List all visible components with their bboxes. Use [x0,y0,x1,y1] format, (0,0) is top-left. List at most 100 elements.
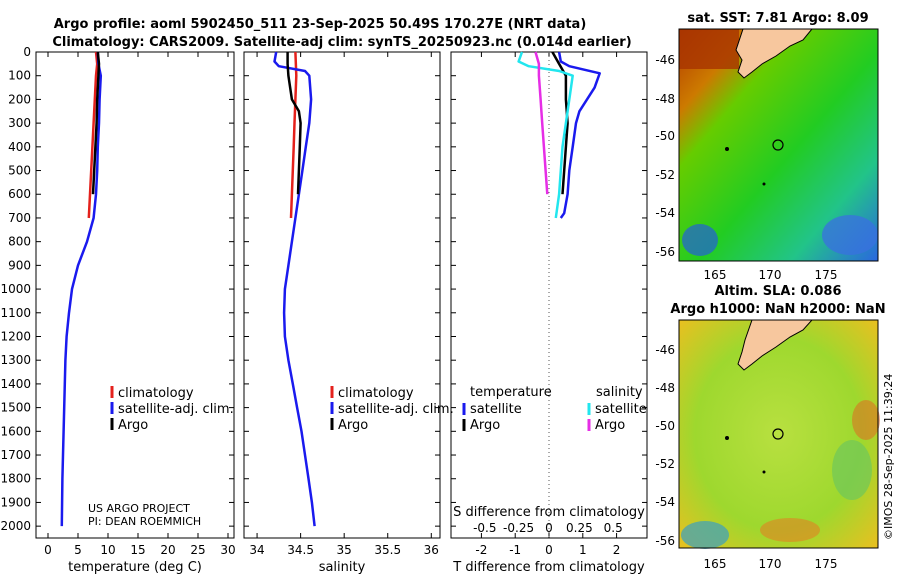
series-line-s-argo [534,51,549,195]
sla-ytick-46: -46 [655,343,675,357]
salinity-plot: 34 34.5 35 35.5 36 [244,51,440,557]
float-position-marker [772,428,784,440]
s-tick-label: -0.25 [503,521,534,535]
depth-tick-label: 1700 [0,448,31,462]
depth-tick-label: 1200 [0,329,31,343]
sst-map-ticks: 165 170 175 -46 -48 -50 -52 -54 -56 [655,53,837,282]
depth-tick-label: 500 [8,164,31,178]
sla-map [678,319,880,549]
legend-label-satellite: satellite-adj. clim. [338,402,454,417]
sst-warm-patch [679,29,739,69]
legend-label-t-satellite: satellite [470,402,522,417]
xtick-label: 0 [545,543,553,557]
temperature-legend: climatology satellite-adj. clim. Argo [110,386,234,433]
depth-tick-label: 400 [8,140,31,154]
sla-low-patch-sw [681,521,729,549]
xtick-label: 10 [100,543,115,557]
depth-tick-label: 2000 [0,519,31,533]
sst-ytick-46: -46 [655,53,675,67]
xtick-label: 2 [613,543,621,557]
sla-xtick-170: 170 [759,557,782,571]
legend-label-satellite: satellite-adj. clim. [118,402,234,417]
series-line-climatology [87,51,99,219]
island-auckland [725,147,729,151]
xtick-label: 36 [424,543,439,557]
salinity-legend: climatology satellite-adj. clim. Argo [330,386,454,433]
xtick-label: 30 [220,543,235,557]
credit-stamp: ©IMOS 28-Sep-2025 11:39:24 [882,374,895,540]
sst-map-title: sat. SST: 7.81 Argo: 8.09 [687,11,868,26]
land-south-island [735,28,814,79]
xtick-label: 5 [74,543,82,557]
title-line2: Climatology: CARS2009. Satellite-adj cli… [52,35,631,50]
island-auckland [725,436,729,440]
salinity-panel-frame [243,51,441,539]
sla-map-frame [678,319,879,549]
xtick-label: 0 [44,543,52,557]
depth-tick-label: 800 [8,235,31,249]
island-campbell [762,182,766,186]
series-line-satellite-adj-clim- [60,51,103,527]
sla-map-title-1: Altim. SLA: 0.086 [715,284,842,299]
sla-ytick-50: -50 [655,419,675,433]
sla-low-patch [832,440,872,500]
depth-tick-label: 100 [8,69,31,83]
xtick-label: 20 [160,543,175,557]
s-tick-label: 0.5 [604,521,623,535]
depth-tick-label: 1100 [0,306,31,320]
legend-label-t-argo: Argo [470,418,500,433]
s-tick-label: -0.5 [473,521,496,535]
land-south-island [737,319,814,371]
sla-high-patch [760,518,820,542]
sst-map [678,28,879,262]
depth-tick-label: 1400 [0,377,31,391]
salinity-xlabel: salinity [319,560,366,575]
xtick-label: 15 [130,543,145,557]
sla-ytick-48: -48 [655,381,675,395]
sst-ytick-48: -48 [655,92,675,106]
depth-tick-label: 600 [8,187,31,201]
sla-xtick-165: 165 [704,557,727,571]
xtick-label: 35.5 [374,543,401,557]
sla-map-title-2: Argo h1000: NaN h2000: NaN [670,302,885,317]
legend-title-temperature: temperature [470,385,552,400]
legend-label-argo: Argo [338,418,368,433]
temperature-panel-frame [35,51,235,539]
sla-ytick-52: -52 [655,457,675,471]
sst-xtick-165: 165 [704,268,727,282]
xtick-label: 1 [579,543,587,557]
xtick-label: 35 [337,543,352,557]
difference-legend: temperature salinity satellite Argo sate… [462,385,647,433]
legend-label-s-satellite: satellite [595,402,647,417]
xtick-label: -2 [475,543,487,557]
annotation-project: US ARGO PROJECT [88,502,190,515]
sla-high-patch-east [852,400,880,440]
xtick-label: 25 [190,543,205,557]
legend-label-climatology: climatology [118,386,194,401]
legend-label-argo: Argo [118,418,148,433]
depth-tick-label: 1600 [0,424,31,438]
sla-map-ticks: 165 170 175 -46 -48 -50 -52 -54 -56 [655,343,837,571]
series-line-s-satellite [517,51,574,219]
series-line-argo [286,52,302,195]
xtick-label: -1 [509,543,521,557]
sst-map-frame [678,28,879,262]
title-line1: Argo profile: aoml 5902450_511 23-Sep-20… [54,17,587,32]
xtick-label: 34 [249,543,264,557]
annotation-pi: PI: DEAN ROEMMICH [88,515,201,528]
difference-xlabel: T difference from climatology [452,560,645,575]
temperature-xlabel: temperature (deg C) [68,560,202,575]
island-campbell [762,470,766,474]
difference-top-xlabel: S difference from climatology [453,505,645,520]
legend-label-climatology: climatology [338,386,414,401]
depth-tick-label: 1300 [0,353,31,367]
s-tick-label: 0 [545,521,553,535]
depth-tick-label: 300 [8,116,31,130]
depth-tick-label: 1000 [0,282,31,296]
legend-title-salinity: salinity [596,385,643,400]
float-position-marker [772,139,784,151]
series-line-t-satellite [557,51,601,219]
depth-tick-label: 1900 [0,495,31,509]
series-line-argo [91,51,101,195]
sst-ytick-50: -50 [655,129,675,143]
